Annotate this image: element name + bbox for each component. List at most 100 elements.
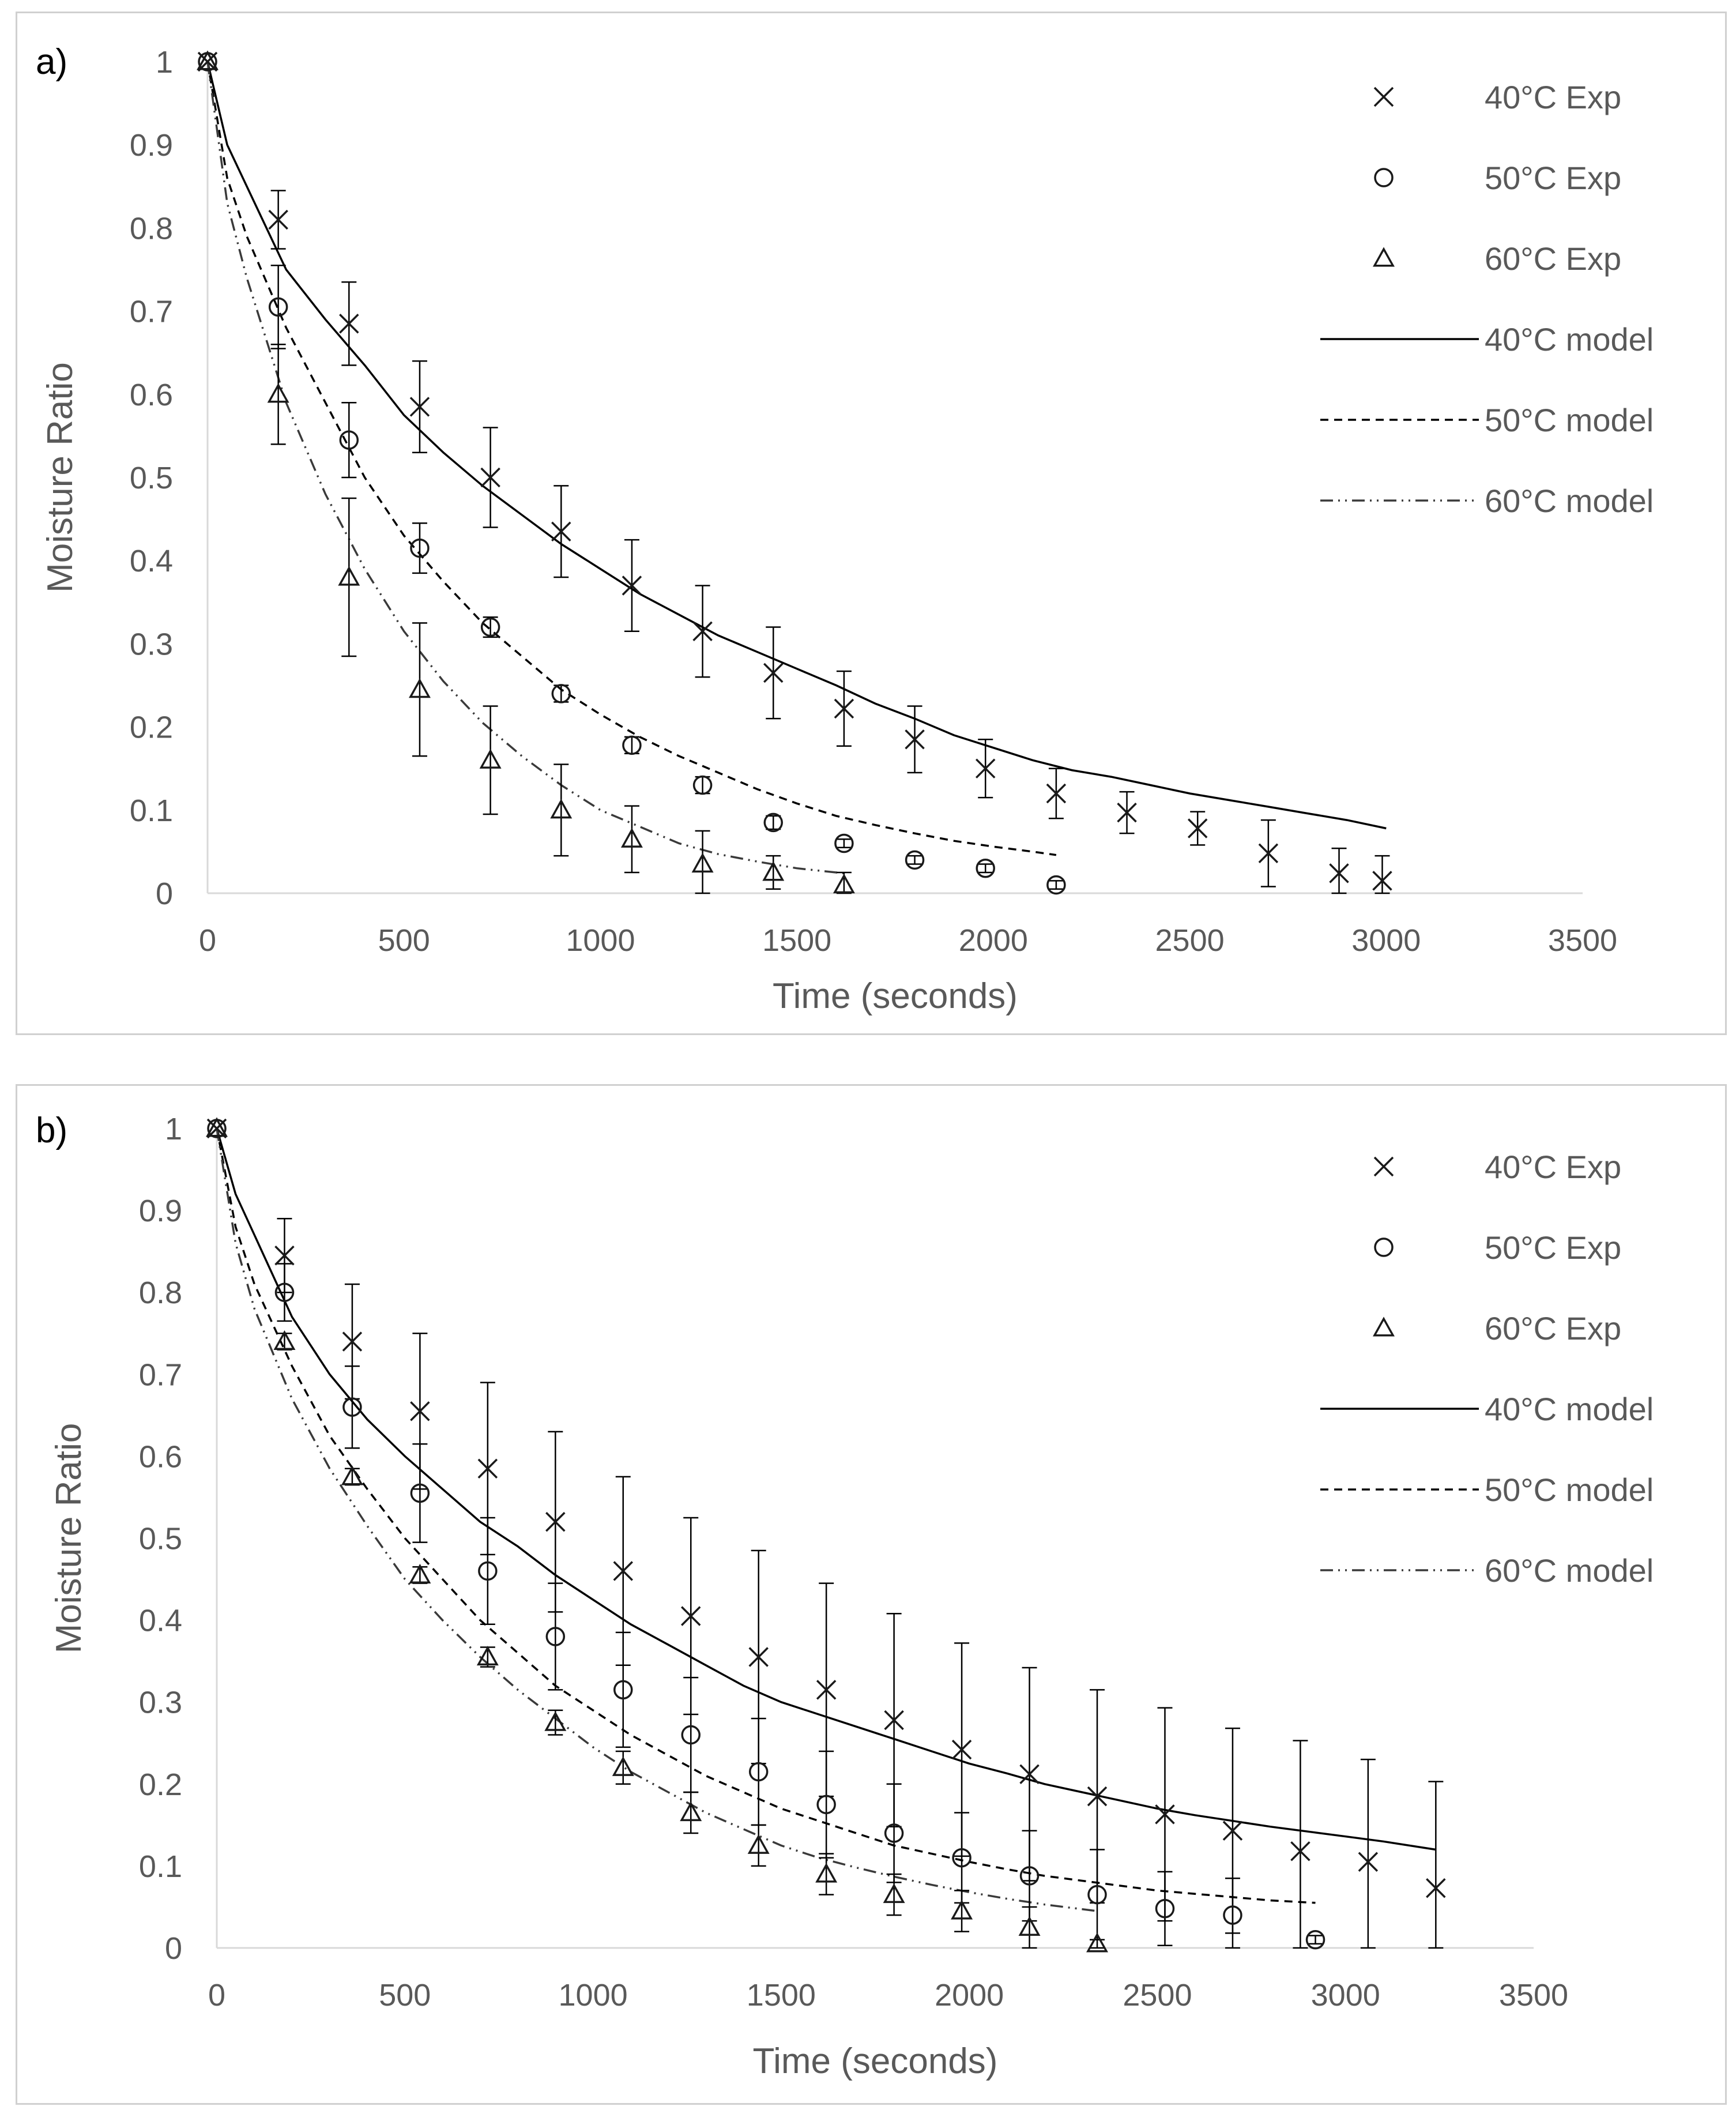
data-point — [1019, 1764, 1040, 1784]
data-point — [478, 1561, 498, 1581]
data-point — [681, 1606, 701, 1626]
data-point — [816, 1795, 836, 1815]
data-point — [1187, 818, 1208, 838]
data-point — [1358, 1852, 1379, 1872]
y-tick-label: 0 — [165, 1931, 182, 1966]
data-point — [763, 663, 784, 683]
x-marker-stroke — [951, 1739, 972, 1760]
error-bar — [1090, 1849, 1105, 1941]
data-point — [1087, 1884, 1107, 1905]
x-tick-label: 0 — [199, 923, 216, 958]
data-point — [267, 383, 289, 403]
error-bar — [1225, 1877, 1240, 1949]
error-bar — [886, 1873, 902, 1916]
data-point — [834, 833, 854, 853]
data-point — [680, 1801, 702, 1822]
x-marker-stroke — [1087, 1786, 1108, 1807]
error-bar — [341, 497, 357, 657]
data-point — [1155, 1899, 1175, 1919]
data-point — [476, 1645, 499, 1666]
y-tick-label: 0.7 — [139, 1357, 182, 1392]
data-point — [1087, 1786, 1108, 1807]
error-bar — [277, 1263, 292, 1322]
model-lines — [206, 61, 1387, 875]
data-point — [551, 684, 571, 704]
legend-marker — [1374, 168, 1394, 187]
error-bar — [1375, 855, 1390, 894]
legend: 40°C Exp 50°C Exp 60°C Exp 40°C model 50… — [1320, 79, 1654, 519]
data-point — [410, 1401, 430, 1421]
error-bar — [1293, 1740, 1308, 1949]
error-bar — [1428, 1781, 1444, 1949]
data-point — [268, 209, 288, 230]
error-bar — [553, 763, 569, 857]
model-line — [216, 1128, 1316, 1904]
data-point — [477, 1458, 498, 1479]
x-marker-stroke — [834, 698, 854, 719]
x-marker-stroke — [268, 209, 288, 230]
error-bars — [277, 1218, 1444, 1949]
data-point — [905, 729, 925, 750]
data-markers — [197, 50, 1392, 895]
data-point — [551, 521, 571, 541]
data-point — [951, 1739, 972, 1760]
y-tick-label: 0.9 — [139, 1194, 182, 1228]
x-tick-label: 500 — [379, 1978, 431, 2013]
x-marker-stroke — [884, 1710, 904, 1731]
data-point — [1086, 1932, 1108, 1953]
data-point — [691, 852, 714, 873]
x-marker-stroke — [1019, 1764, 1040, 1784]
data-point — [1258, 843, 1279, 864]
legend-label: 50°C Exp — [1485, 160, 1621, 196]
legend-label: 40°C model — [1485, 321, 1654, 358]
legend-label: 40°C Exp — [1485, 1149, 1621, 1185]
x-marker-stroke — [1373, 86, 1394, 107]
x-marker-stroke — [905, 729, 925, 750]
x-marker-stroke — [1290, 1841, 1311, 1861]
data-point — [748, 1762, 769, 1782]
data-point — [951, 1899, 973, 1920]
legend-label: 40°C Exp — [1485, 79, 1621, 115]
data-point — [620, 827, 643, 848]
error-bar — [1048, 880, 1064, 890]
x-marker-stroke — [342, 1331, 363, 1352]
error-bar — [1090, 1939, 1105, 1949]
y-tick-label: 0.7 — [130, 295, 173, 329]
error-bar — [819, 1853, 834, 1895]
x-marker-stroke — [1372, 871, 1392, 891]
legend-label: 50°C Exp — [1485, 1229, 1621, 1266]
y-tick-label: 0.2 — [130, 710, 173, 745]
x-tick-label: 0 — [208, 1978, 225, 2013]
y-tick-label: 1 — [165, 1112, 182, 1146]
x-marker-stroke — [1329, 863, 1349, 883]
x-tick-label: 500 — [378, 923, 430, 958]
error-bar — [341, 401, 357, 479]
data-point — [409, 397, 430, 417]
error-bar — [836, 838, 852, 848]
x-marker-stroke — [480, 467, 500, 488]
data-point — [338, 566, 360, 586]
y-tick-label: 0.1 — [139, 1849, 182, 1884]
data-point — [1305, 1930, 1325, 1950]
panel-label: b) — [36, 1111, 67, 1150]
model-line — [206, 61, 1387, 830]
x-marker-stroke — [975, 758, 996, 778]
error-bar — [683, 1791, 699, 1834]
data-point — [273, 1330, 296, 1351]
x-marker-stroke — [1155, 1804, 1175, 1825]
legend-label: 60°C Exp — [1485, 1310, 1621, 1346]
error-bar — [483, 705, 498, 815]
y-tick-label: 0.9 — [130, 128, 173, 163]
y-tick-label: 0.4 — [130, 544, 173, 578]
error-bar — [1308, 1935, 1323, 1945]
x-marker-stroke — [410, 1401, 430, 1421]
data-point — [339, 313, 359, 334]
x-tick-label: 3500 — [1499, 1978, 1568, 2013]
x-marker-stroke — [692, 621, 713, 642]
data-point — [197, 50, 219, 70]
error-bar — [907, 855, 922, 865]
legend-marker — [1373, 1156, 1394, 1177]
data-point — [268, 297, 288, 317]
chart-a-svg: a) 0 0.1 0.2 0.3 0.4 0.5 0.6 0.7 0.8 0.9 1 0 500 100… — [36, 42, 1654, 1016]
data-point — [1018, 1916, 1041, 1936]
